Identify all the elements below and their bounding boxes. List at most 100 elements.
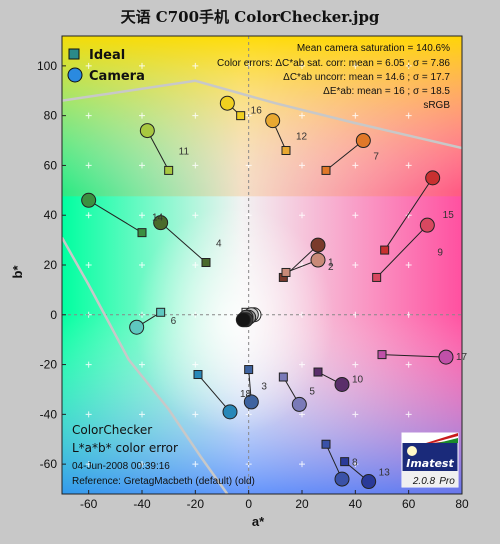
patch-ideal-17 <box>377 350 387 360</box>
patch-error-line-17 <box>381 354 447 358</box>
y-tick-label: -40 <box>40 407 58 421</box>
grid-mark <box>192 62 199 69</box>
legend-camera-label: Camera <box>89 69 145 84</box>
patch-camera-14 <box>81 192 97 208</box>
grid-mark <box>139 262 145 268</box>
info-subheading: L*a*b* color error <box>72 441 178 455</box>
grid-mark <box>299 112 305 119</box>
patch-camera-18 <box>222 404 238 420</box>
grid-mark <box>405 62 412 69</box>
legend: Ideal Camera <box>67 48 145 84</box>
patch-label-2: 2 <box>328 262 334 273</box>
grid-mark <box>352 162 359 169</box>
patch-ideal-10 <box>313 367 323 377</box>
grid-mark <box>85 212 92 219</box>
grid-mark <box>139 162 145 169</box>
patch-camera-17 <box>438 349 454 365</box>
grid-mark <box>85 411 92 418</box>
logo-name: Imatest <box>406 457 454 470</box>
x-tick-label: -60 <box>80 497 98 511</box>
patch-camera-7 <box>355 133 371 149</box>
x-tick-label: 0 <box>245 497 252 511</box>
grid-mark <box>192 212 199 219</box>
patch-ideal-3 <box>244 365 254 375</box>
stat-uncorr: ΔC*ab uncorr: mean = 14.6 ; σ = 17.7 <box>283 72 450 83</box>
info-date: 04-Jun-2008 00:39:16 <box>72 461 170 472</box>
stat-delta-e: ΔE*ab: mean = 16 ; σ = 18.5 <box>323 86 450 97</box>
grid-mark <box>85 62 92 69</box>
grid-mark <box>352 461 359 468</box>
patch-camera-16 <box>219 95 235 111</box>
grid-mark <box>352 212 359 219</box>
logo-version: 2.0.8 <box>412 476 436 487</box>
info-block: ColorChecker L*a*b* color error 04-Jun-2… <box>72 423 255 487</box>
legend-ideal-marker <box>68 48 80 60</box>
patch-error-line-4 <box>160 222 207 263</box>
x-tick-label: 60 <box>402 497 416 511</box>
y-tick-label: 40 <box>44 208 58 222</box>
patch-label-9: 9 <box>437 247 443 258</box>
x-axis-label: a* <box>252 514 265 529</box>
grid-mark <box>299 162 305 169</box>
patch-camera-13 <box>361 474 377 490</box>
y-tick-label: -20 <box>40 358 58 372</box>
grid-mark <box>352 62 359 69</box>
logo-edition: Pro <box>439 476 455 487</box>
plot-background <box>62 36 462 494</box>
grid-mark <box>85 262 92 268</box>
grid-mark <box>139 212 145 219</box>
patch-camera-11 <box>139 123 155 139</box>
chart-title: 天语 C700手机 ColorChecker.jpg <box>120 8 380 26</box>
patch-ideal-18 <box>193 370 203 380</box>
patch-error-line-14 <box>88 199 143 234</box>
grid-mark <box>192 461 199 468</box>
patch-ideal-11 <box>164 165 174 175</box>
gamut-upper-curve <box>62 79 462 150</box>
grid-mark <box>139 461 145 468</box>
grid-mark <box>405 112 412 119</box>
y-tick-label: 100 <box>37 59 57 73</box>
stat-sat-corr: Color errors: ΔC*ab sat. corr: mean = 6.… <box>217 58 450 69</box>
axes: -60 -40 -20 0 20 40 60 80 -60 -40 -20 0 20 40 60 80 100 <box>37 35 469 511</box>
x-tick-label: -20 <box>187 497 205 511</box>
x-tick-label: -40 <box>133 497 151 511</box>
patch-error-line-9 <box>376 224 428 278</box>
patch-label-14: 14 <box>152 212 164 223</box>
patch-ideal-5 <box>278 372 288 382</box>
patch-camera-8 <box>334 471 350 487</box>
patch-label-12: 12 <box>296 132 308 143</box>
patch-label-10: 10 <box>352 374 364 385</box>
patch-error-line-11 <box>146 130 170 171</box>
patch-camera-2 <box>310 252 326 268</box>
patch-camera-9 <box>419 217 435 233</box>
x-tick-label: 20 <box>295 497 309 511</box>
patch-ideal-7 <box>321 165 331 175</box>
patch-label-8: 8 <box>352 458 358 469</box>
grid-mark <box>352 411 359 418</box>
y-tick-label: 80 <box>44 109 58 123</box>
patch-ideal-8 <box>321 439 331 449</box>
patch-ideal-12 <box>281 146 291 155</box>
patch-label-13: 13 <box>379 468 391 479</box>
grid-mark <box>299 461 305 468</box>
gamut-lower-curve <box>62 236 229 494</box>
patch-error-line-18 <box>197 374 231 413</box>
grid-mark <box>85 162 92 169</box>
grid-mark <box>85 461 92 468</box>
grid-mark <box>192 162 199 169</box>
patch-label-18: 18 <box>240 389 252 400</box>
patch-camera-6 <box>129 319 145 335</box>
patch-ideal-4 <box>201 258 211 268</box>
patch-error-line-7 <box>325 140 364 171</box>
patch-ideal-2 <box>281 267 291 277</box>
patch-label-3: 3 <box>261 382 267 393</box>
patch-camera-1 <box>310 237 326 253</box>
y-tick-label: 60 <box>44 158 58 172</box>
patch-label-1: 1 <box>328 257 334 268</box>
patch-ideal-14 <box>137 228 147 238</box>
patch-camera-4 <box>153 215 169 231</box>
grid-mark <box>192 361 199 368</box>
imatest-logo: Imatest 2.0.8 Pro <box>401 432 459 488</box>
